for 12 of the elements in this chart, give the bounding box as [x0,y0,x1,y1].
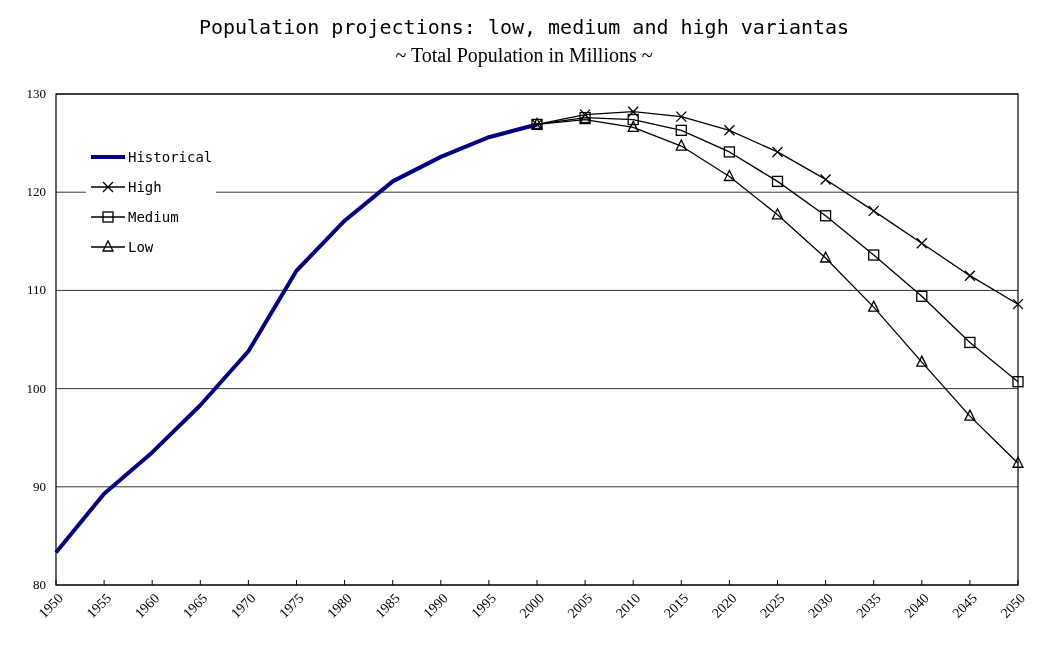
y-tick-label: 130 [26,86,46,101]
legend-label: High [128,179,162,195]
y-tick-label: 80 [33,577,46,592]
y-tick-label: 100 [26,380,46,396]
y-tick-label: 120 [26,184,46,200]
y-tick-label: 110 [26,282,46,298]
chart-title: Population projections: low, medium and high variantas [198,15,850,39]
chart-subtitle: ~ Total Population in Millions ~ [395,44,653,67]
y-tick-label: 90 [33,478,46,494]
legend-label: Low [128,239,154,255]
legend-label: Historical [128,149,213,165]
legend-label: Medium [128,209,179,225]
